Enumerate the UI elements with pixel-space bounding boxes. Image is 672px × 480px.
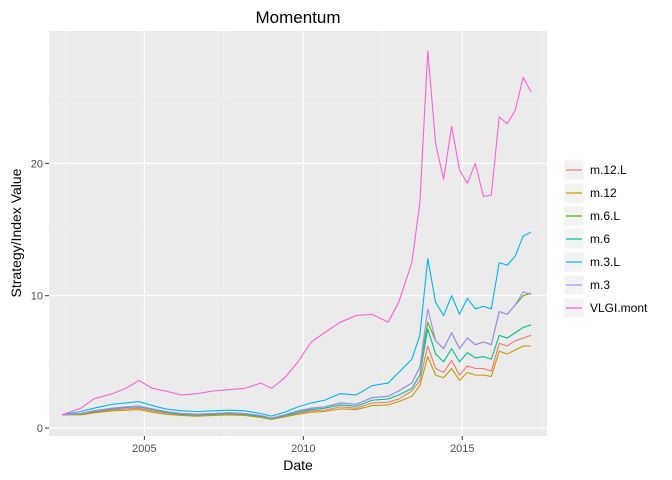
series-line-m.12 <box>62 345 531 421</box>
x-tick-label: 2005 <box>132 443 156 455</box>
series-line-m.6 <box>62 324 532 420</box>
plot-panel <box>49 31 547 436</box>
y-tick-label: 0 <box>37 423 43 435</box>
x-tick-label: 2015 <box>450 443 474 455</box>
x-tick-label: 2010 <box>291 443 315 455</box>
y-axis: 0 10 20 <box>31 158 49 435</box>
x-axis-title: Date <box>283 457 313 473</box>
chart-title: Momentum <box>255 8 340 27</box>
legend-label: m.3 <box>590 278 610 292</box>
series-line-m.3 <box>62 291 532 419</box>
legend-label: m.12.L <box>590 163 627 177</box>
series-line-m.12.L <box>62 334 532 420</box>
series-line-m.3.L <box>62 231 532 417</box>
legend-label: m.6.L <box>590 209 620 223</box>
x-axis: 2005 2010 2015 <box>132 436 474 455</box>
legend-label: m.3.L <box>590 255 620 269</box>
y-tick-label: 20 <box>31 158 43 170</box>
legend-label: m.6 <box>590 232 610 246</box>
legend: m.12.L m.12 m.6.L m.6 m.3.L m.3 VLGI.mont <box>563 159 648 319</box>
y-tick-label: 10 <box>31 291 43 303</box>
series-lines <box>61 50 532 421</box>
legend-label: VLGI.mont <box>590 301 648 315</box>
y-axis-title: Strategy/Index Value <box>8 168 24 297</box>
series-line-VLGI.mont <box>61 50 532 416</box>
legend-label: m.12 <box>590 186 617 200</box>
grid-major <box>49 31 547 436</box>
